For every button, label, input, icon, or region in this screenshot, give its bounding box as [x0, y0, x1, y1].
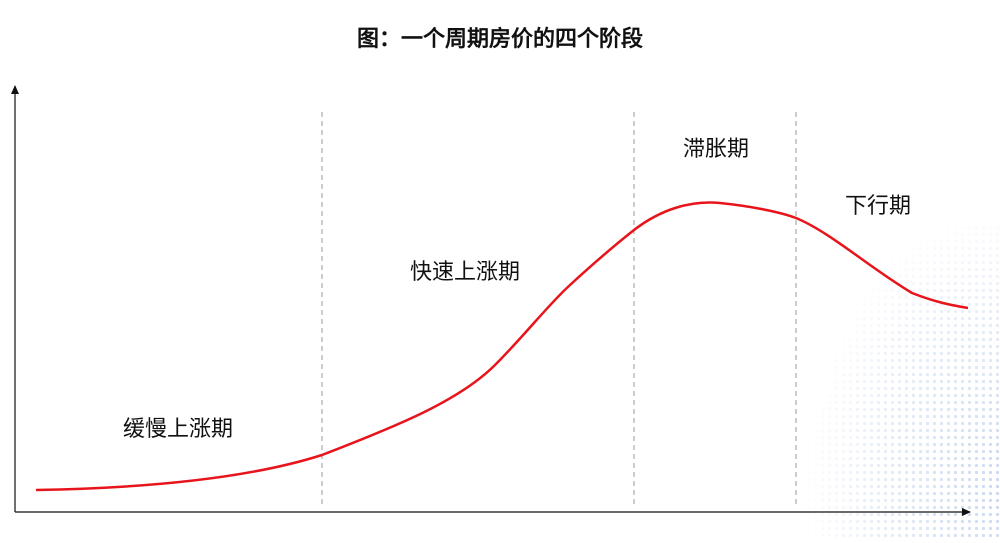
price-curve [35, 201, 969, 492]
phase-label: 下行期 [845, 194, 911, 219]
phase-dividers [321, 112, 797, 505]
phase-label: 快速上涨期 [410, 260, 520, 285]
phase-label: 滞胀期 [683, 137, 749, 162]
title: 图：一个周期房价的四个阶段 [357, 26, 643, 52]
background-dots [780, 220, 1000, 539]
phase-label: 缓慢上涨期 [123, 417, 233, 442]
